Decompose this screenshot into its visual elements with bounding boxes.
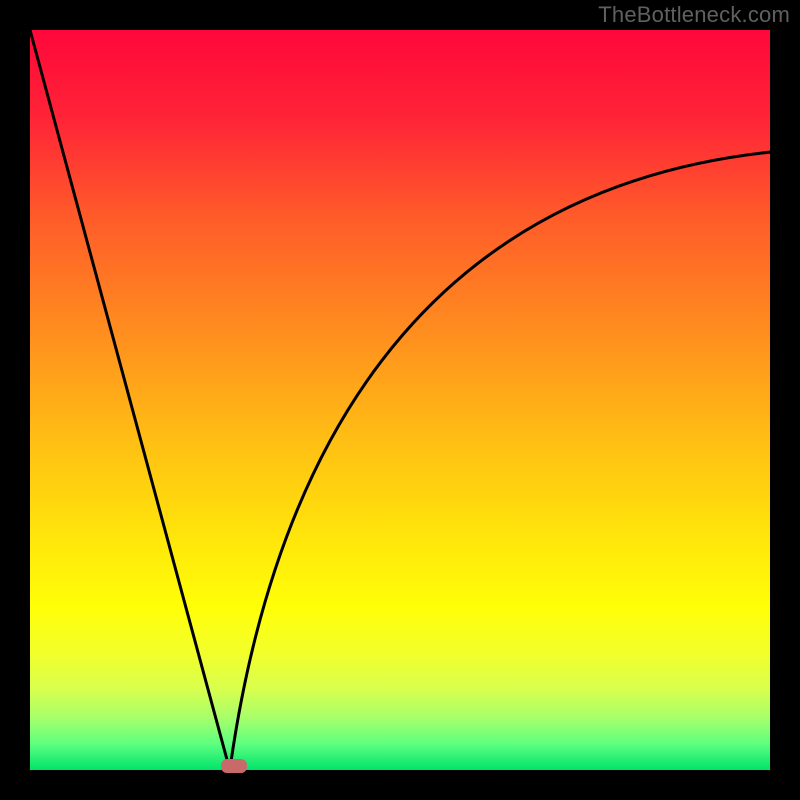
bottleneck-curve	[30, 30, 770, 770]
watermark-text: TheBottleneck.com	[598, 2, 790, 28]
minimum-marker	[221, 759, 247, 773]
plot-area	[30, 30, 770, 770]
chart-frame: TheBottleneck.com	[0, 0, 800, 800]
